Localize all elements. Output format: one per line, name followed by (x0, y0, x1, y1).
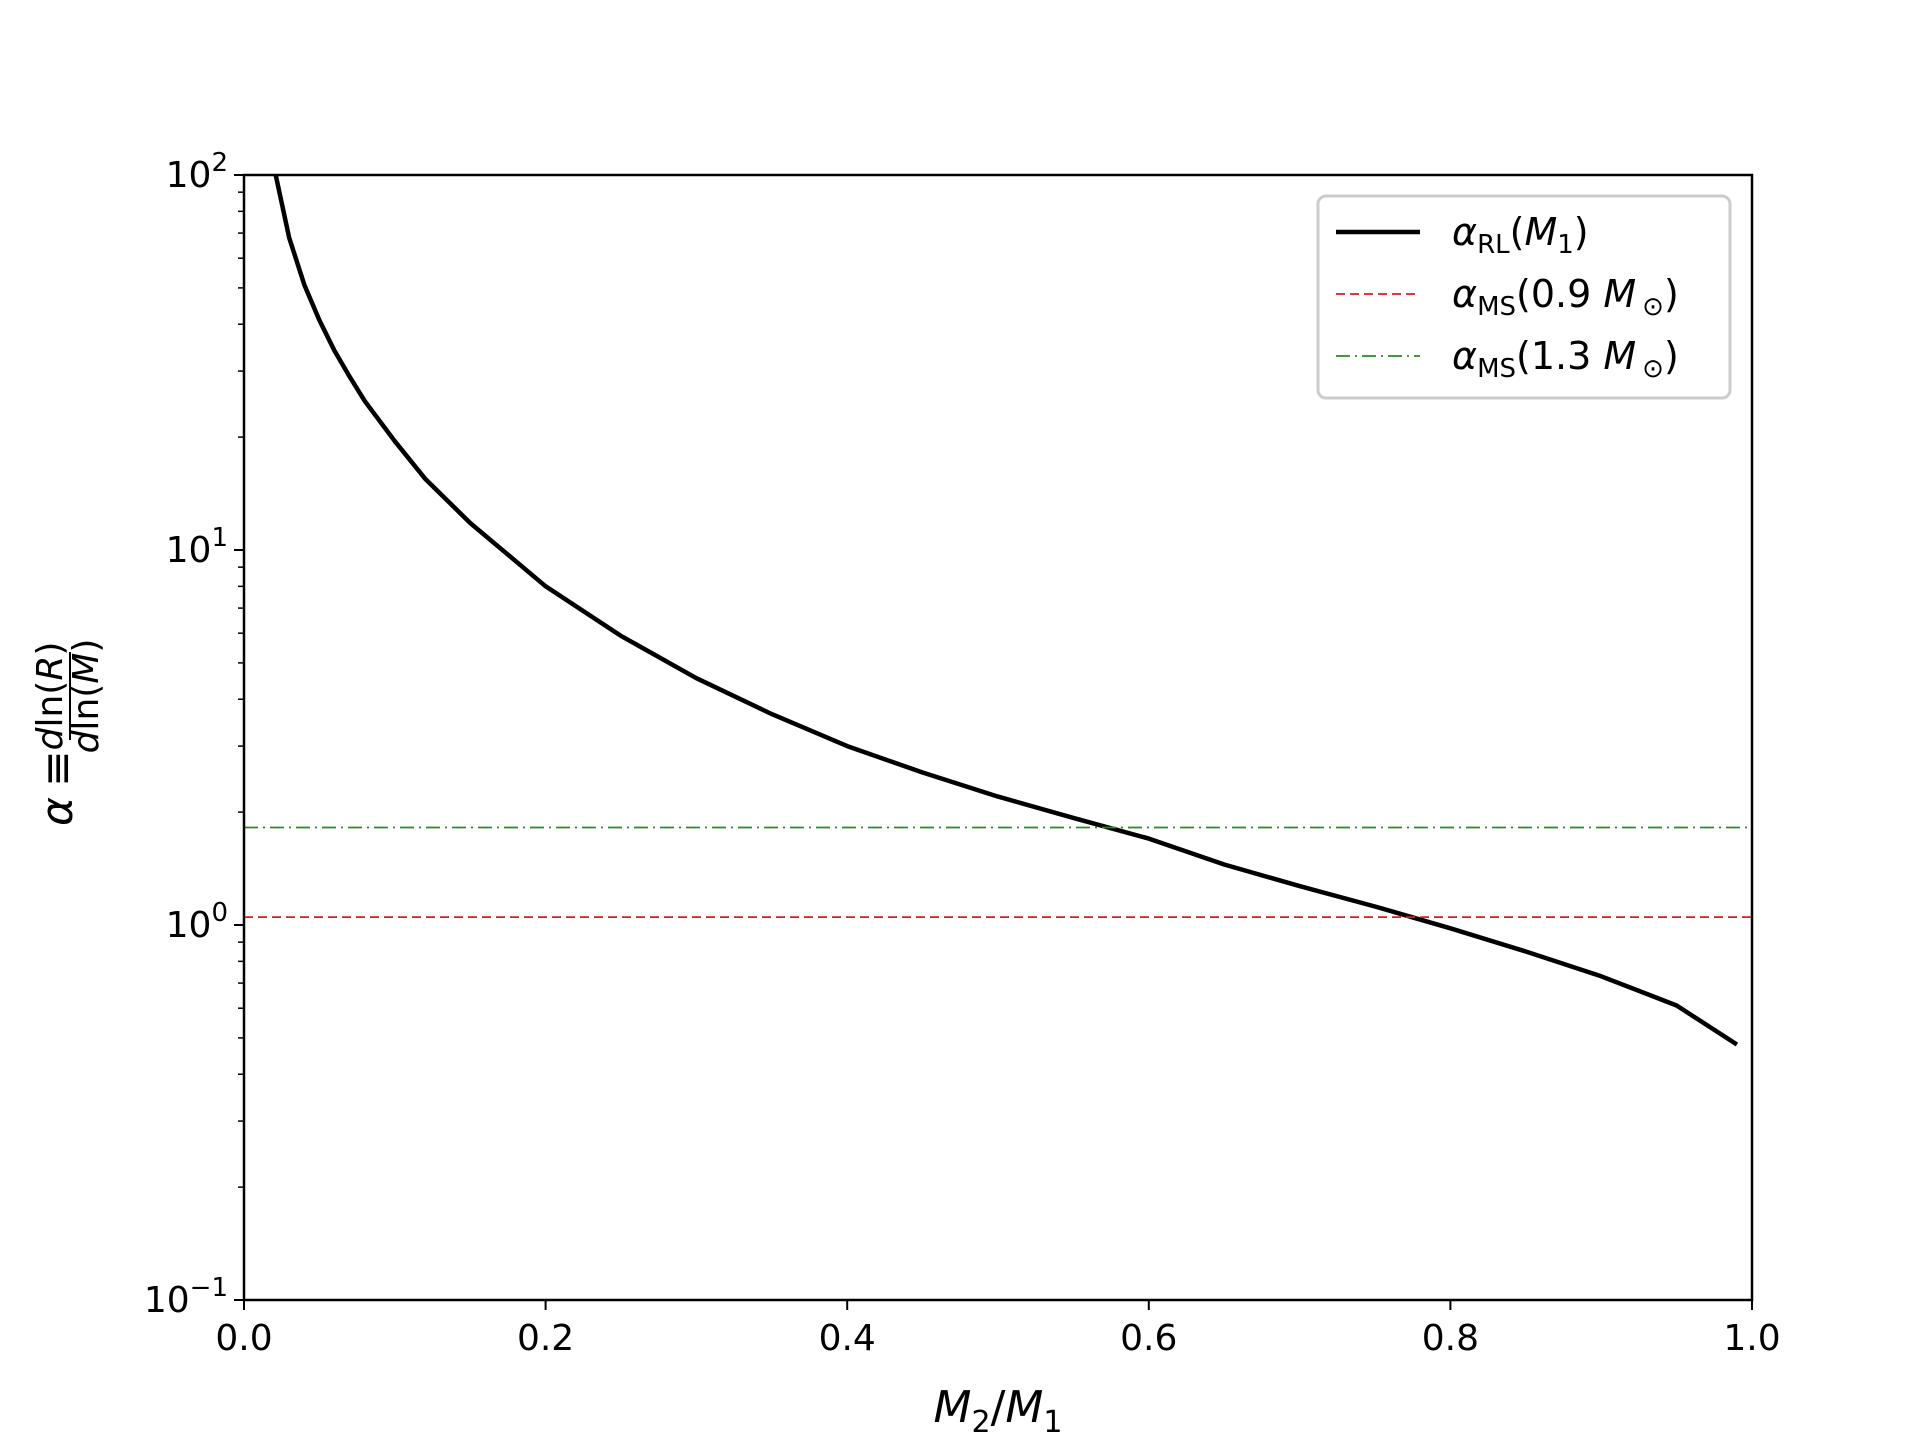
svg-text:dln(M): dln(M) (66, 639, 107, 754)
y-tick-label: 102 (166, 148, 228, 196)
x-tick-label: 0.6 (1120, 1318, 1177, 1359)
x-tick-label: 0.0 (215, 1318, 272, 1359)
x-tick-label: 0.4 (819, 1318, 876, 1359)
x-tick-label: 0.2 (517, 1318, 574, 1359)
legend-label-0: αRL(M1) (1452, 210, 1589, 260)
plot-frame (242, 173, 1754, 1302)
legend-label-2: αMS(1.3 M ⊙) (1452, 334, 1679, 384)
x-tick-label: 1.0 (1723, 1318, 1780, 1359)
series-layer (244, 175, 1752, 1047)
legend-label-1: αMS(0.9 M ⊙) (1452, 272, 1679, 322)
svg-text:α≡: α≡ (32, 750, 83, 826)
y-tick-label: 100 (166, 898, 228, 946)
legend-box (1316, 194, 1732, 400)
ticks-layer: 0.0 0.2 0.4 0.6 0.8 1.0 102 101 100 10−1 (144, 148, 1781, 1359)
series-line-0 (273, 175, 1739, 1047)
y-tick-label: 101 (166, 523, 228, 571)
svg-text:dln(R): dln(R) (30, 642, 71, 751)
y-tick-label: 10−1 (144, 1273, 228, 1321)
x-tick-label: 0.8 (1422, 1318, 1479, 1359)
legend: αRL(M1) αMS(0.9 M ⊙) αMS(1.3 M ⊙) (1316, 194, 1732, 400)
x-axis-label: M2/M1 (934, 1382, 1063, 1440)
y-axis-label: α≡ dln(R) dln(M) (30, 639, 107, 826)
